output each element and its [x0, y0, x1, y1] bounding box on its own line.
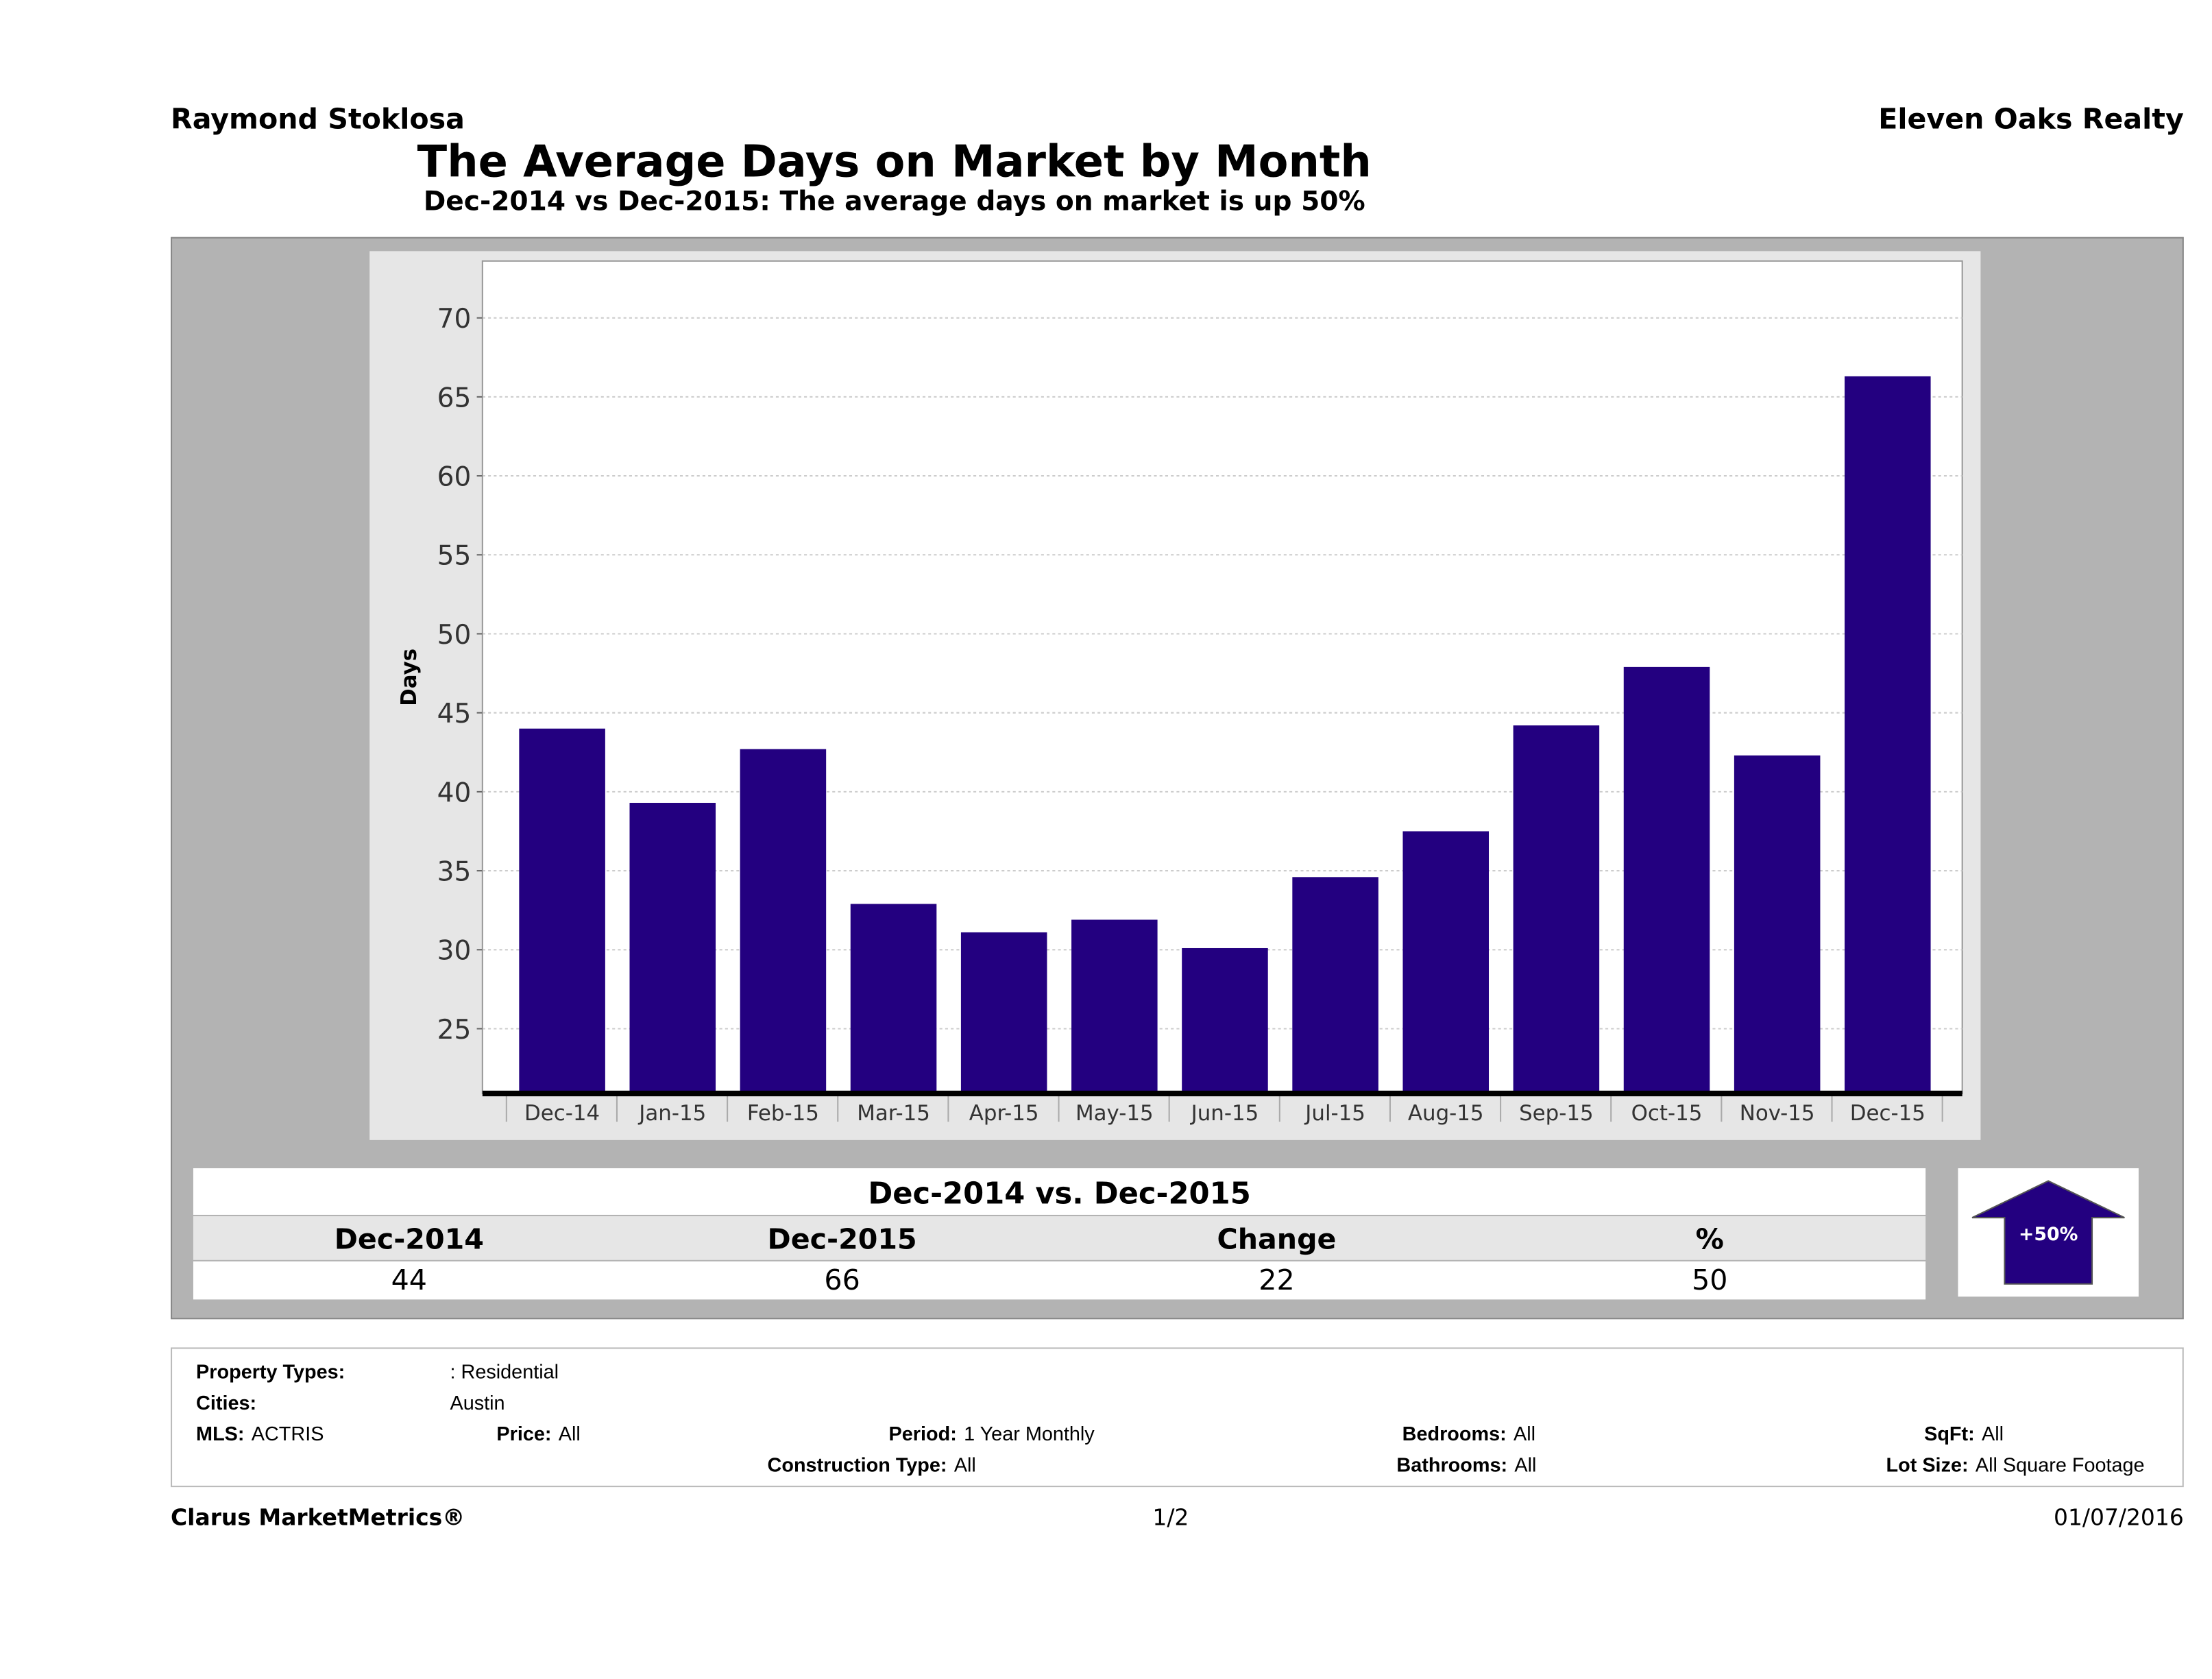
x-tick-label: May-15: [1075, 1101, 1154, 1126]
summary-header-row: Dec-2014 Dec-2015 Change %: [193, 1216, 1926, 1260]
x-tick-label: Jul-15: [1304, 1101, 1365, 1126]
x-tick-label: Nov-15: [1740, 1101, 1815, 1126]
property-types-item: Property Types: : Residential: [196, 1360, 559, 1383]
sqft-label: SqFt:: [1924, 1422, 1975, 1445]
summary-value-row: 44 66 22 50: [193, 1261, 1926, 1300]
bedrooms-item: Bedrooms: All: [1402, 1422, 1535, 1445]
report-date: 01/07/2016: [2053, 1503, 2184, 1531]
bathrooms-item: Bathrooms: All: [1396, 1453, 1536, 1476]
price-value: All: [558, 1422, 581, 1445]
construction-value: All: [953, 1453, 976, 1476]
bathrooms-value: All: [1514, 1453, 1537, 1476]
y-tick-label: 35: [437, 856, 472, 887]
bar-nov-15: [1734, 755, 1821, 1094]
bar-dec-14: [519, 728, 605, 1094]
bar-feb-15: [740, 749, 827, 1094]
bar-may-15: [1071, 919, 1158, 1094]
x-tick-label: Dec-14: [524, 1101, 600, 1126]
summary-title: Dec-2014 vs. Dec-2015: [193, 1168, 1926, 1215]
summary-value: 66: [824, 1262, 860, 1297]
property-types-value: : Residential: [450, 1360, 559, 1383]
x-tick-label: Jan-15: [637, 1101, 706, 1126]
summary-header: Dec-2014: [334, 1222, 484, 1256]
up-arrow-icon: +50%: [1971, 1180, 2125, 1285]
y-tick-label: 70: [437, 304, 472, 335]
summary-value: 44: [391, 1262, 427, 1297]
x-axis-line: [482, 1090, 1962, 1097]
y-tick-label: 45: [437, 699, 472, 729]
page-number: 1/2: [1152, 1503, 1189, 1531]
lot-size-value: All Square Footage: [1975, 1453, 2145, 1476]
mls-label: MLS:: [196, 1422, 245, 1445]
page-subtitle: Dec-2014 vs Dec-2015: The average days o…: [423, 186, 1365, 217]
sqft-item: SqFt: All: [1924, 1422, 2004, 1445]
y-tick-label: 40: [437, 777, 472, 808]
bar-dec-15: [1845, 376, 1931, 1094]
summary-header: Change: [1217, 1222, 1337, 1256]
bar-apr-15: [960, 932, 1047, 1094]
price-label: Price:: [496, 1422, 552, 1445]
y-tick-label: 55: [437, 541, 472, 572]
x-tick-label: Mar-15: [857, 1101, 930, 1126]
bedrooms-label: Bedrooms:: [1402, 1422, 1507, 1445]
summary-header: %: [1695, 1222, 1724, 1256]
summary-header: Dec-2015: [767, 1222, 917, 1256]
badge-label: +50%: [2019, 1224, 2078, 1245]
sqft-value: All: [1982, 1422, 2004, 1445]
y-axis-label: Days: [397, 649, 422, 706]
page-title: The Average Days on Market by Month: [417, 136, 1372, 188]
y-tick-label: 30: [437, 936, 472, 967]
lot-size-label: Lot Size:: [1886, 1453, 1969, 1476]
y-tick-label: 50: [437, 620, 472, 651]
x-tick-label: Oct-15: [1631, 1101, 1703, 1126]
x-tick-label: Dec-15: [1850, 1101, 1925, 1126]
bar-aug-15: [1402, 831, 1490, 1094]
bar-sep-15: [1513, 725, 1600, 1094]
x-tick-label: Feb-15: [747, 1101, 819, 1126]
bar-oct-15: [1623, 666, 1710, 1094]
bar-mar-15: [850, 904, 937, 1094]
cities-item: Cities: Austin: [196, 1391, 505, 1414]
construction-item: Construction Type: All: [768, 1453, 976, 1476]
footer-brand: Clarus MarketMetrics®: [171, 1503, 465, 1531]
brokerage-name: Eleven Oaks Realty: [1878, 101, 2184, 136]
bedrooms-value: All: [1514, 1422, 1536, 1445]
mls-value: ACTRIS: [251, 1422, 324, 1445]
bar-jan-15: [629, 803, 716, 1094]
bar-jun-15: [1182, 947, 1268, 1094]
criteria-box: Property Types: : Residential Cities: Aust…: [171, 1347, 2184, 1488]
construction-label: Construction Type:: [767, 1453, 947, 1476]
period-item: Period: 1 Year Monthly: [889, 1422, 1095, 1445]
cities-value: Austin: [450, 1391, 505, 1414]
bar-jul-15: [1292, 877, 1378, 1094]
mls-item: MLS: ACTRIS: [196, 1422, 324, 1445]
property-types-label: Property Types:: [196, 1360, 345, 1383]
summary-value: 22: [1259, 1262, 1295, 1297]
period-label: Period:: [888, 1422, 957, 1445]
y-tick-label: 60: [437, 461, 472, 492]
x-tick-label: Sep-15: [1519, 1101, 1594, 1126]
y-tick-label: 65: [437, 383, 472, 413]
bathrooms-label: Bathrooms:: [1396, 1453, 1508, 1476]
x-tick-label: Jun-15: [1190, 1101, 1259, 1126]
x-tick-label: Apr-15: [969, 1101, 1039, 1126]
y-tick-label: 25: [437, 1015, 472, 1046]
agent-name: Raymond Stoklosa: [171, 101, 465, 136]
summary-value: 50: [1692, 1262, 1728, 1297]
period-value: 1 Year Monthly: [964, 1422, 1095, 1445]
price-item: Price: All: [496, 1422, 580, 1445]
change-badge: +50%: [1958, 1168, 2139, 1297]
lot-size-item: Lot Size: All Square Footage: [1886, 1453, 2145, 1476]
x-tick-label: Aug-15: [1408, 1101, 1484, 1126]
cities-label: Cities:: [196, 1391, 257, 1414]
